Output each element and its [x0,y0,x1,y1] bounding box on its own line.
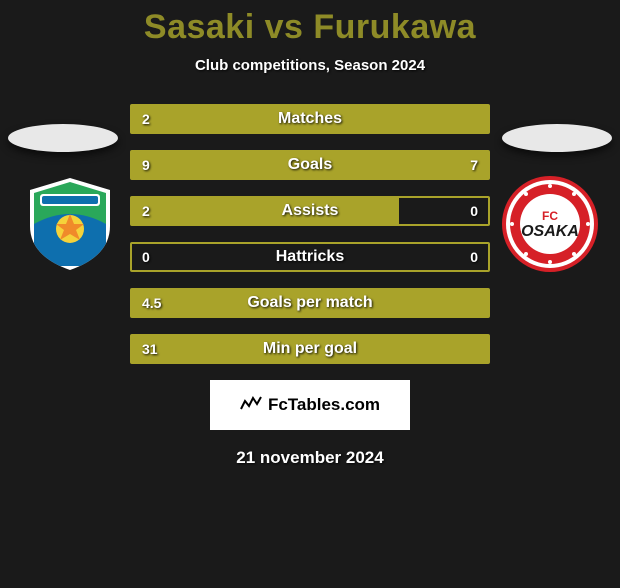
stat-bars: 2Matches 97Goals 20Assists 00Hattricks 4.5Go… [130,104,490,364]
svg-text:FC: FC [542,209,558,223]
stat-row: 4.5Goals per match [130,288,490,318]
oval-shadow-left [8,124,118,152]
stat-row: 97Goals [130,150,490,180]
team-crest-left [20,174,120,274]
stat-label: Hattricks [132,248,488,266]
stat-row: 2Matches [130,104,490,134]
team-crest-right: FC OSAKA [500,174,600,274]
stat-label: Goals per match [132,294,488,312]
stat-label: Min per goal [132,340,488,358]
stat-row: 00Hattricks [130,242,490,272]
comparison-panel: FC OSAKA 2Matches 97Goals 20Assists 00Hattr… [0,104,620,364]
date-text: 21 november 2024 [0,448,620,468]
branding-text: FcTables.com [268,395,380,415]
stat-label: Matches [132,110,488,128]
stat-label: Assists [132,202,488,220]
stat-label: Goals [132,156,488,174]
stat-row: 20Assists [130,196,490,226]
page-title: Sasaki vs Furukawa [0,8,620,47]
oval-shadow-right [502,124,612,152]
branding-icon [240,395,262,416]
branding-banner: FcTables.com [210,380,410,430]
stat-row: 31Min per goal [130,334,490,364]
page-subtitle: Club competitions, Season 2024 [0,57,620,74]
svg-text:OSAKA: OSAKA [521,223,579,240]
